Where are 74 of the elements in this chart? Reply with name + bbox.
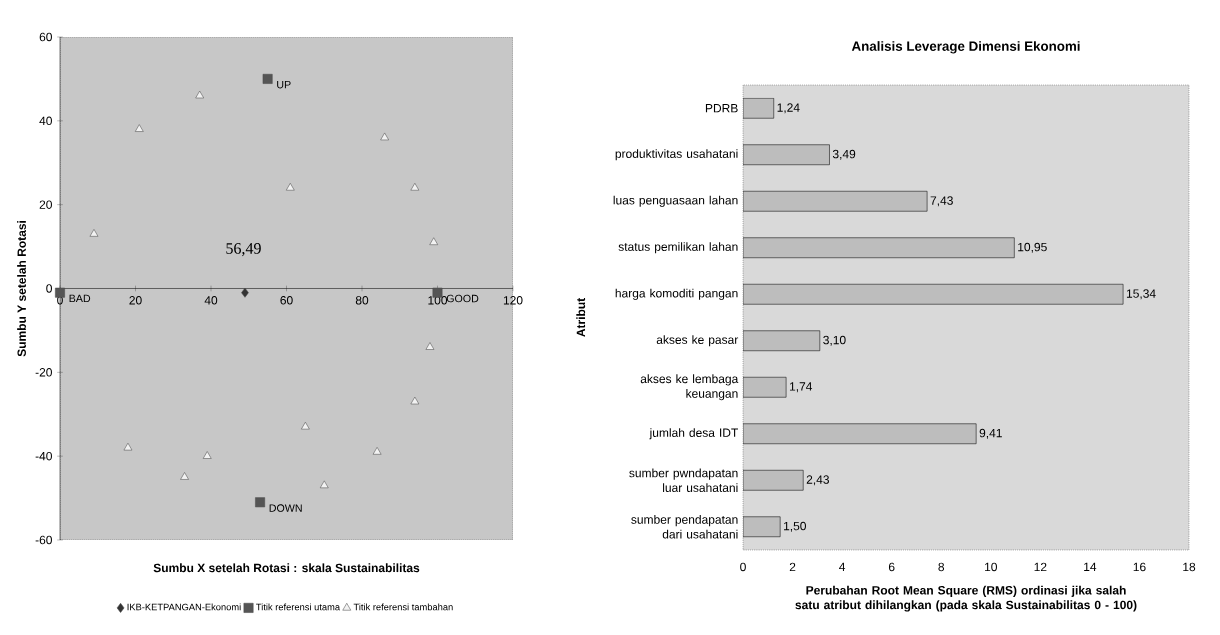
point [202,451,212,459]
x-tick-label: 12 [1034,562,1047,572]
x-axis-title: Sumbu X setelah Rotasi : skala Sustainabilitas [153,563,420,573]
point [241,287,249,298]
point [429,237,439,245]
x-axis-title: Perubahan Root Mean Square (RMS) ordinasi jika salah satu atribut dihilangkan (pada skala Sustainabilitas 0 - 100) [795,585,1137,612]
point [301,421,310,430]
point [89,229,99,237]
x-tick-label: 16 [1133,562,1146,572]
data-label: 1,24 [777,103,800,114]
point [410,182,420,191]
point [195,90,204,99]
y-tick-label: luas penguasaan lahan [613,195,738,207]
y-tick-label: 40 [39,116,52,126]
y-tick-label: akses ke pasar [656,335,739,347]
point [372,447,382,455]
y-tick-label: status pemilikan lahan [618,242,738,254]
x-tick-label: 4 [839,562,846,571]
x-tick-label: 80 [355,296,369,305]
x-tick-label: 10 [985,562,997,572]
point [262,73,273,84]
data-label: 3,49 [832,149,856,160]
data-label: 3,10 [823,335,846,346]
data-label: GOOD [446,294,479,303]
x-tick-label: 18 [1183,562,1196,572]
data-label: 1,50 [784,521,806,532]
x-tick-label: 2 [789,562,796,572]
data-label: UP [277,80,291,89]
chart-title: Analisis Leverage Dimensi Ekonomi [851,41,1080,54]
x-tick-label: 120 [503,296,523,305]
y-tick-label: produktivitas usahatani [615,149,738,161]
point [255,497,266,508]
x-tick-label: 20 [129,296,142,305]
y-tick-label: -40 [35,451,52,461]
point [380,132,389,141]
point [410,396,420,405]
data-label: DOWN [269,504,302,512]
x-tick-label: 0 [740,562,746,572]
y-tick-label: PDRB [705,104,738,113]
point [55,287,65,298]
y-tick-label: -20 [35,368,52,377]
y-tick-label: akses ke lembaga keuangan [640,374,739,401]
point [425,342,435,350]
point [319,480,329,489]
y-tick-label: 20 [39,200,52,209]
data-label: 15,34 [1126,289,1156,300]
data-label: 2,43 [806,475,829,486]
y-axis-title: Sumbu Y setelah Rotasi [17,221,26,357]
point [285,182,295,191]
data-label: 10,95 [1018,242,1047,253]
x-tick-label: 60 [280,296,293,305]
data-label: 1,74 [789,382,813,393]
y-axis-title: Atribut [576,297,586,337]
y-tick-label: harga komoditi pangan [615,288,738,300]
point [134,124,144,132]
data-label: 9,41 [979,428,1002,439]
data-label: 7,43 [930,196,953,207]
point [123,442,133,451]
y-tick-label: -60 [35,535,52,545]
x-tick-label: 8 [938,562,945,572]
x-tick-label: 40 [204,296,218,305]
y-tick-label: 60 [39,32,52,42]
legend-label: Titik referensi tambahan [353,603,453,611]
legend-label: IKB-KETPANGAN-Ekonomi [127,603,241,611]
legend-label: Titik referensi utama [256,603,341,611]
data-label: BAD [69,294,91,303]
x-tick-label: 6 [888,562,895,572]
x-tick-label: 14 [1084,562,1097,571]
annotation: 56,49 [226,243,261,257]
point [180,472,189,480]
y-tick-label: sumber pwndapatan luar usahatani [629,468,738,492]
y-tick-label: jumlah desa IDT [649,428,738,440]
y-tick-label: sumber pendapatan dari usahatani [631,515,738,539]
y-tick-label: 0 [46,284,52,293]
